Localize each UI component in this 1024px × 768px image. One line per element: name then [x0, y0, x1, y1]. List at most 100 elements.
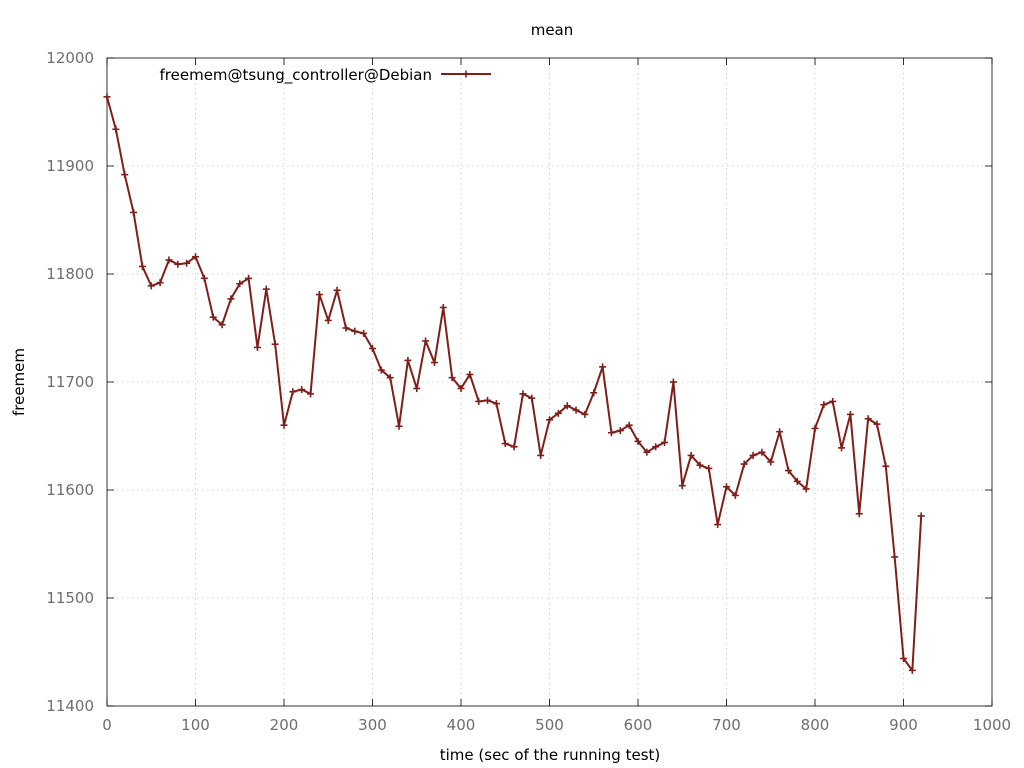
data-point	[793, 477, 801, 485]
data-point	[572, 406, 580, 414]
data-point	[864, 415, 872, 423]
data-point	[554, 409, 562, 417]
data-point	[439, 303, 447, 311]
data-point	[174, 260, 182, 268]
legend-marker	[462, 70, 470, 78]
data-point	[404, 356, 412, 364]
x-tick-label: 1000	[973, 716, 1011, 734]
data-point	[103, 93, 111, 101]
data-point	[731, 491, 739, 499]
x-tick-label: 900	[889, 716, 918, 734]
data-point	[298, 386, 306, 394]
data-point	[900, 654, 907, 662]
data-point	[634, 437, 642, 445]
data-point	[661, 438, 669, 446]
data-point	[156, 279, 164, 287]
data-point	[430, 359, 438, 367]
data-point	[386, 374, 394, 382]
data-point	[820, 401, 828, 409]
data-point	[510, 443, 518, 451]
data-point	[112, 125, 120, 133]
data-point	[147, 282, 155, 290]
data-point	[315, 291, 323, 299]
data-point	[687, 451, 695, 459]
x-tick-label: 100	[181, 716, 210, 734]
data-point	[625, 421, 633, 429]
data-point	[121, 171, 129, 179]
data-point	[749, 451, 757, 459]
data-point	[200, 274, 208, 282]
data-point	[475, 397, 483, 405]
data-point	[669, 378, 677, 386]
data-point	[165, 256, 173, 264]
data-point	[882, 462, 890, 470]
data-point	[377, 366, 385, 374]
data-point	[802, 485, 810, 493]
data-point	[563, 402, 571, 410]
x-tick-label: 200	[270, 716, 299, 734]
data-point	[546, 416, 553, 424]
y-tick-label: 11800	[46, 265, 94, 283]
y-tick-label: 12000	[46, 49, 94, 67]
data-point	[227, 295, 235, 303]
y-tick-label: 11900	[46, 157, 94, 175]
series-layer	[103, 93, 925, 674]
x-tick-label: 700	[712, 716, 741, 734]
data-point	[289, 388, 297, 396]
data-point	[758, 448, 766, 456]
x-tick-label: 300	[358, 716, 387, 734]
data-point	[714, 521, 722, 529]
data-point	[448, 374, 456, 382]
data-point	[307, 390, 315, 398]
data-point	[466, 370, 474, 378]
data-point	[501, 440, 509, 448]
data-point	[652, 443, 660, 451]
data-point	[590, 389, 598, 397]
data-point	[891, 553, 899, 561]
data-point	[324, 316, 332, 324]
grid-lines	[107, 58, 992, 706]
data-point	[740, 460, 748, 468]
x-tick-label: 800	[801, 716, 830, 734]
data-point	[422, 337, 430, 345]
x-tick-label: 500	[535, 716, 564, 734]
axis-ticks: 0 100 200 300 400 500 600 700 800 900 1000 11400 115…	[46, 49, 1011, 734]
data-point	[271, 340, 279, 348]
data-point	[723, 483, 730, 491]
y-tick-label: 11500	[46, 589, 94, 607]
y-axis-label: freemem	[10, 348, 28, 416]
legend-label: freemem@tsung_controller@Debian	[160, 66, 432, 85]
data-point	[218, 321, 226, 329]
data-point	[607, 429, 615, 437]
y-tick-label: 11400	[46, 697, 94, 715]
data-point	[236, 280, 244, 288]
data-point	[209, 313, 217, 321]
data-point	[360, 329, 368, 337]
y-tick-label: 11600	[46, 481, 94, 499]
data-point	[696, 461, 704, 469]
data-point	[776, 428, 784, 436]
data-point	[678, 482, 686, 490]
x-axis-label: time (sec of the running test)	[440, 746, 661, 764]
data-point	[413, 384, 421, 392]
data-point	[333, 286, 341, 294]
data-point	[873, 420, 881, 428]
data-point	[528, 394, 536, 402]
data-point	[342, 324, 350, 332]
data-point	[846, 410, 854, 418]
data-point	[705, 464, 713, 472]
data-point	[484, 396, 492, 404]
data-point	[829, 397, 837, 405]
data-point	[395, 422, 403, 430]
data-point	[192, 253, 199, 261]
data-point	[492, 400, 500, 408]
x-tick-label: 400	[447, 716, 476, 734]
data-point	[784, 467, 792, 475]
data-point	[643, 448, 651, 456]
data-point	[838, 444, 846, 452]
data-point	[130, 208, 138, 216]
chart-title: mean	[531, 21, 574, 39]
data-point	[908, 666, 916, 674]
